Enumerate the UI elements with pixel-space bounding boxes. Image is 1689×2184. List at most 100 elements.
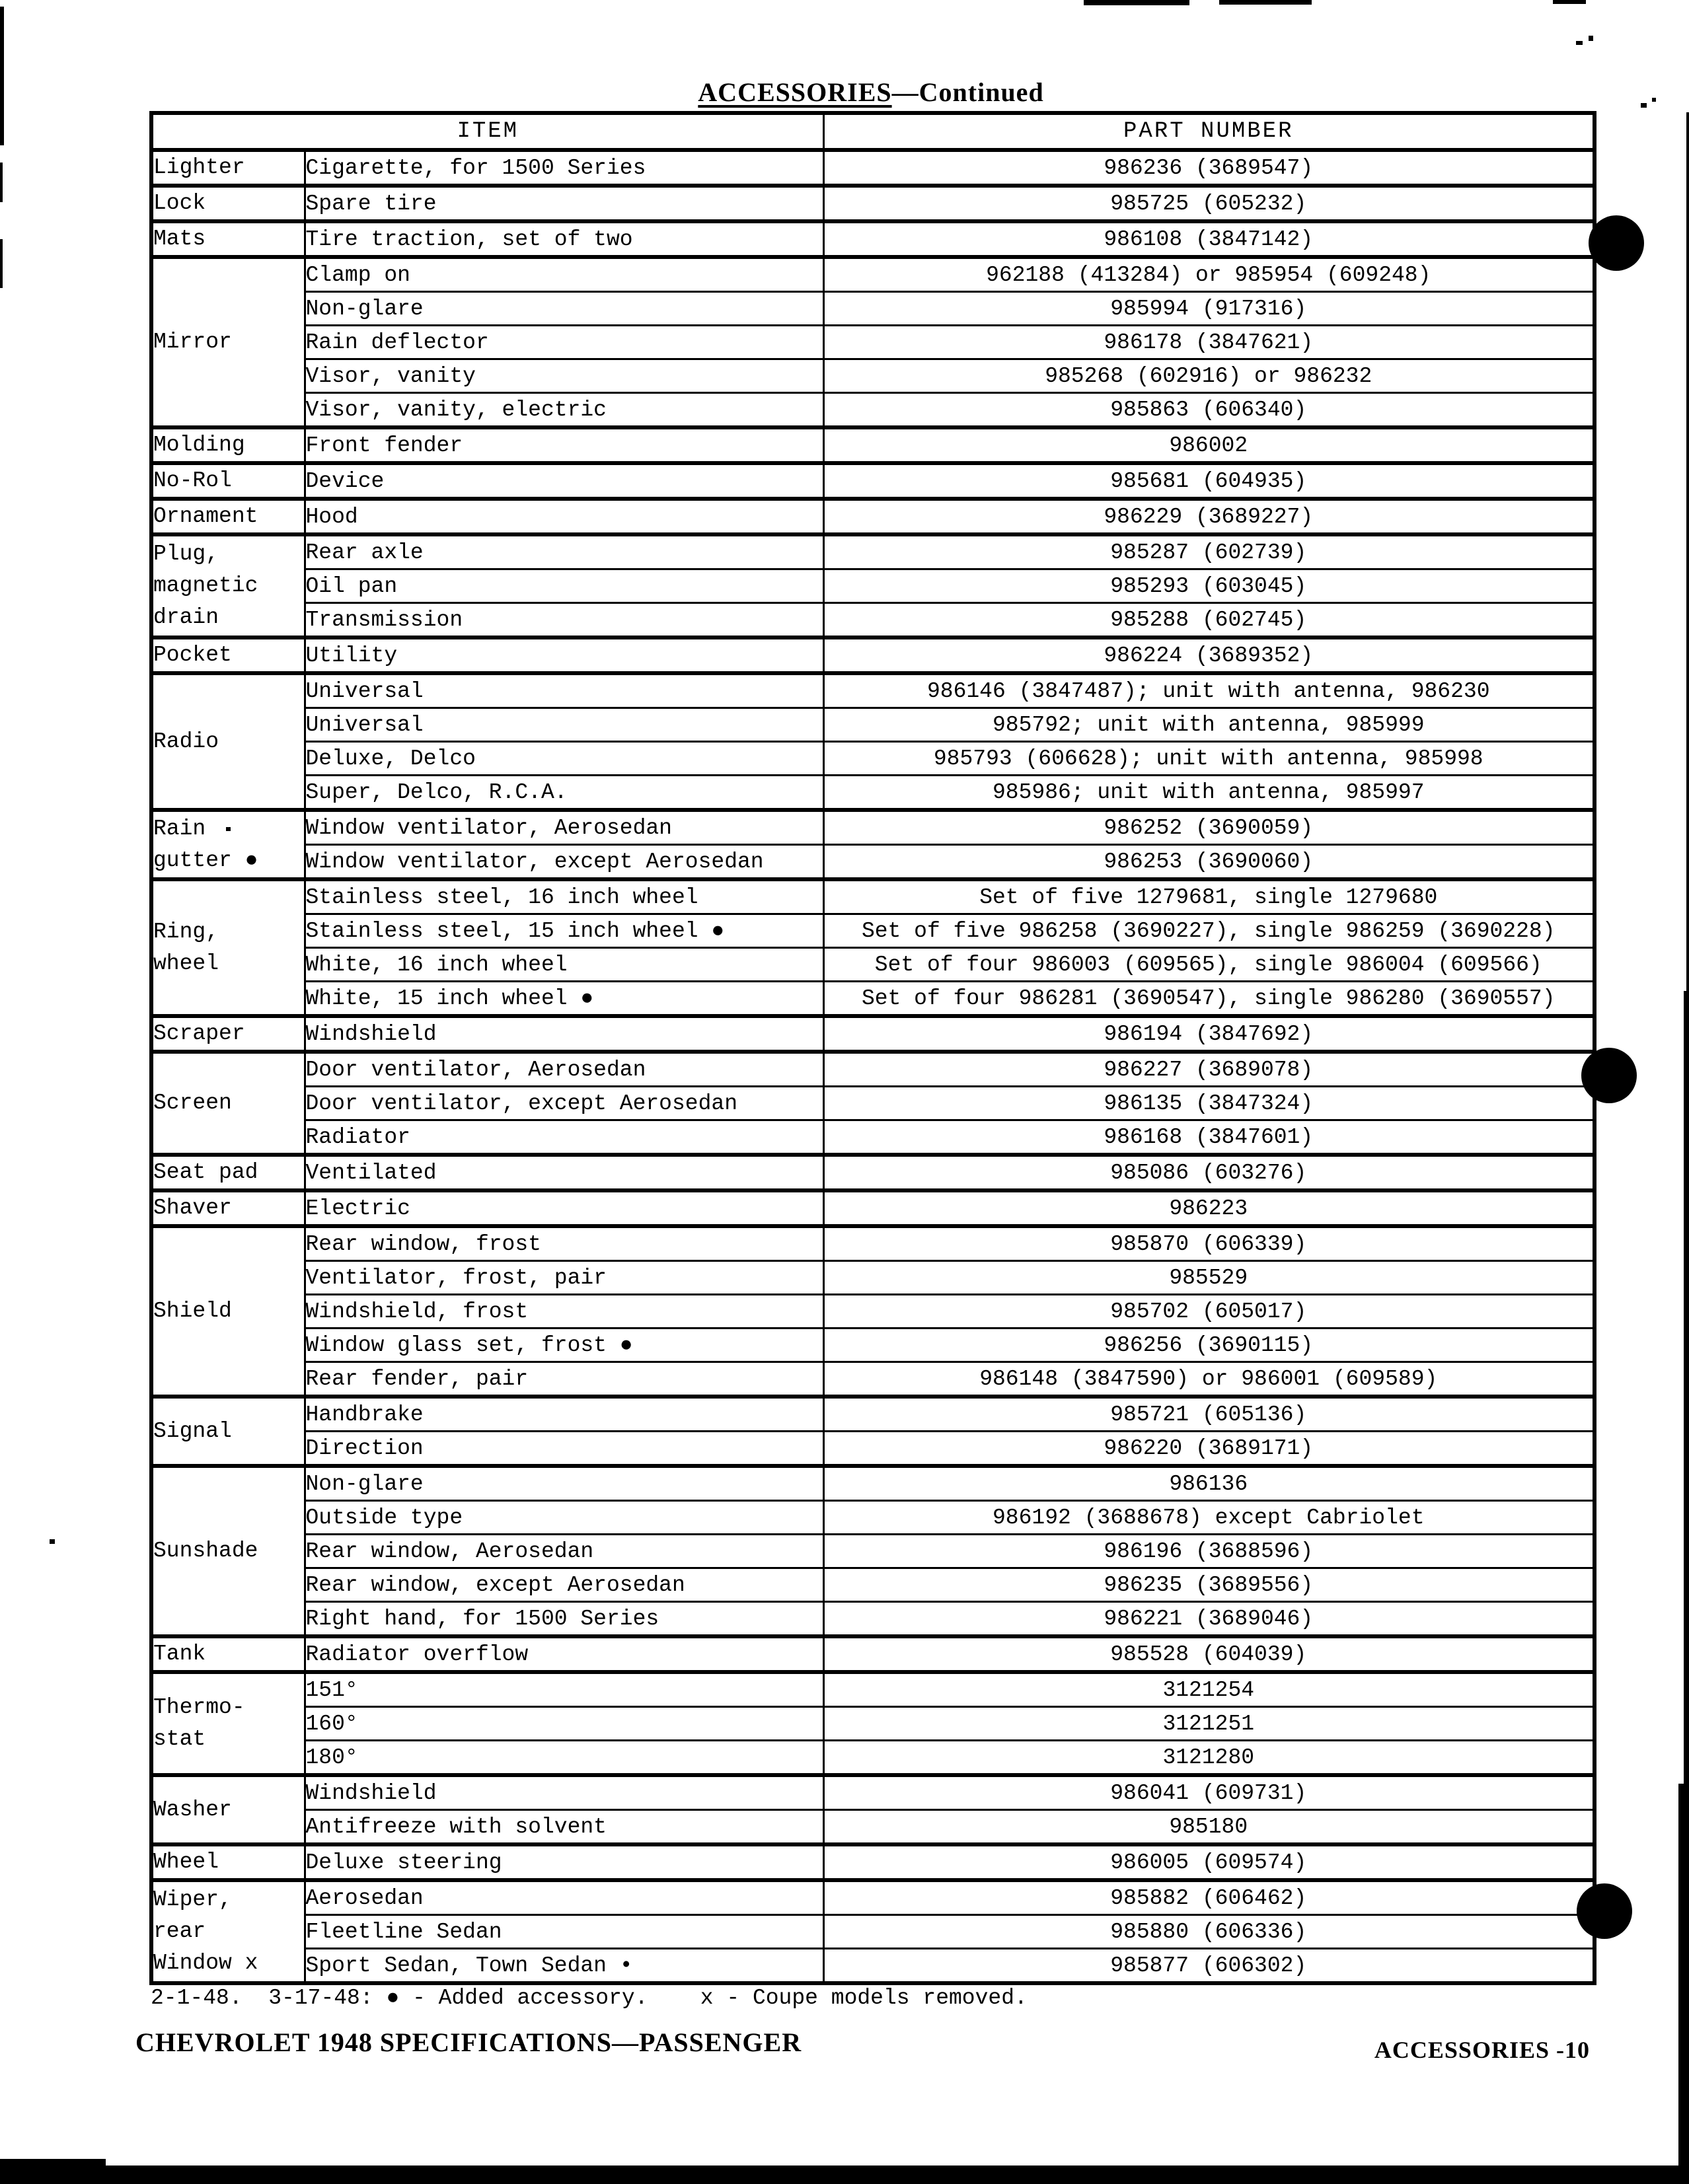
item-cell: Tire traction, set of two [305,219,825,257]
category-cell: Plug, magnetic drain [151,532,306,637]
item-cell: Non-glare [305,1464,825,1501]
item-cell: Right hand, for 1500 Series [305,1601,825,1636]
category-cell: Lock [151,184,306,221]
item-cell: Non-glare [305,291,825,326]
category-line: Screen [153,1091,232,1115]
table-row: Visor, vanity 985268 (602916) or 986232 [151,358,1595,393]
item-cell: Universal [305,707,825,742]
table-row: Washer Windshield 986041 (609731) [151,1773,1595,1844]
part-number-cell: 986146 (3847487); unit with antenna, 986… [823,671,1595,708]
category-cell: Washer [151,1773,306,1844]
part-number-cell: 3121254 [823,1670,1595,1707]
scan-speck [1576,41,1583,45]
category-line: Rain [153,816,206,841]
part-number-cell: 985702 (605017) [823,1293,1595,1329]
table-row: Rain gutter ● Window ventilator, Aerosedan… [151,808,1595,879]
category-line: Molding [153,433,245,457]
part-number-cell: 985287 (602739) [823,532,1595,569]
part-number-cell: 962188 (413284) or 985954 (609248) [823,255,1595,292]
table-row: 160° 3121251 [151,1706,1595,1741]
item-cell: Rear fender, pair [305,1361,825,1397]
part-number-cell: 985086 (603276) [823,1153,1595,1190]
category-cell: Ornament [151,497,306,534]
category-cell: Seat pad [151,1153,306,1190]
part-number-cell: 3121251 [823,1706,1595,1741]
category-line: Shaver [153,1196,232,1220]
part-number-cell: 986256 (3690115) [823,1327,1595,1362]
table-row: Mats Tire traction, set of two 986108 (384… [151,219,1595,257]
item-cell: Hood [305,497,825,534]
table-row: Non-glare 985994 (917316) [151,291,1595,326]
category-cell: Wiper, rear Window x [151,1878,306,1983]
category-line: rear [153,1919,206,1944]
punch-hole [1589,215,1644,271]
item-cell: 180° [305,1739,825,1775]
table-row: Screen Door ventilator, Aerosedan 986227 (… [151,1050,1595,1155]
page-title-main: ACCESSORIES [698,77,892,107]
item-cell: Rear window, Aerosedan [305,1533,825,1568]
item-cell: Rear axle [305,532,825,569]
item-cell: Radiator overflow [305,1634,825,1672]
part-number-cell: 986002 [823,425,1595,463]
part-number-cell: 985288 (602745) [823,602,1595,637]
item-cell: Window glass set, frost ● [305,1327,825,1362]
table-row: Sunshade Non-glare 986136 [151,1464,1595,1636]
table-row: Fleetline Sedan 985880 (606336) [151,1914,1595,1949]
table-row: Wheel Deluxe steering 986005 (609574) [151,1842,1595,1880]
scan-edge-mark [1678,1784,1689,2184]
part-number-cell: 986253 (3690060) [823,844,1595,879]
item-cell: 160° [305,1706,825,1741]
category-line: wheel [153,951,219,976]
part-number-cell: 986235 (3689556) [823,1567,1595,1602]
table-row: Stainless steel, 15 inch wheel ● Set of f… [151,913,1595,948]
part-number-cell: 985986; unit with antenna, 985997 [823,774,1595,810]
table-row: 180° 3121280 [151,1739,1595,1775]
category-line: Ring, [153,919,219,944]
item-cell: Door ventilator, except Aerosedan [305,1085,825,1120]
item-cell: Universal [305,671,825,708]
table-row: Rain deflector 986178 (3847621) [151,324,1595,359]
item-cell: Rear window, except Aerosedan [305,1567,825,1602]
table-row: Lock Spare tire 985725 (605232) [151,184,1595,221]
item-cell: Rain deflector [305,324,825,359]
part-number-cell: 986227 (3689078) [823,1050,1595,1087]
table-row: Lighter Cigarette, for 1500 Series 986236 … [151,150,1595,186]
part-number-cell: 985882 (606462) [823,1878,1595,1915]
item-cell: Door ventilator, Aerosedan [305,1050,825,1087]
page-title: ACCESSORIES—Continued [149,77,1593,108]
category-cell: No-Rol [151,461,306,499]
item-cell: Handbrake [305,1395,825,1432]
category-line: gutter ● [153,848,258,873]
table-row: Transmission 985288 (602745) [151,602,1595,637]
scan-speck [1589,36,1593,41]
category-line: Tank [153,1642,206,1666]
scan-edge-mark [1553,0,1586,4]
part-number-cell: 986148 (3847590) or 986001 (609589) [823,1361,1595,1397]
part-number-cell: 986229 (3689227) [823,497,1595,534]
item-cell: Window ventilator, Aerosedan [305,808,825,845]
scan-edge-mark [1219,0,1312,5]
table-row: Right hand, for 1500 Series 986221 (36890… [151,1601,1595,1636]
table-row: Window ventilator, except Aerosedan 98625… [151,844,1595,879]
part-number-cell: 985994 (917316) [823,291,1595,326]
item-cell: Direction [305,1430,825,1466]
item-cell: Radiator [305,1119,825,1155]
item-cell: Device [305,461,825,499]
part-number-cell: 985870 (606339) [823,1224,1595,1261]
category-line: Ornament [153,504,258,528]
table-header-row: ITEM PART NUMBER [151,113,1595,152]
category-cell: Signal [151,1395,306,1466]
item-cell: Front fender [305,425,825,463]
column-header-item: ITEM [151,113,825,152]
category-cell: Mirror [151,255,306,427]
category-line: stat [153,1727,206,1751]
table-row: Oil pan 985293 (603045) [151,568,1595,603]
table-row: Tank Radiator overflow 985528 (604039) [151,1634,1595,1672]
table-row: Plug, magnetic drain Rear axle 985287 (60273… [151,532,1595,637]
table-row: No-Rol Device 985681 (604935) [151,461,1595,499]
accessories-table: ITEM PART NUMBER Lighter Cigarette, for 1… [149,111,1596,1985]
item-cell: Electric [305,1188,825,1226]
table-row: Rear window, Aerosedan 986196 (3688596) [151,1533,1595,1568]
item-cell: Transmission [305,602,825,637]
